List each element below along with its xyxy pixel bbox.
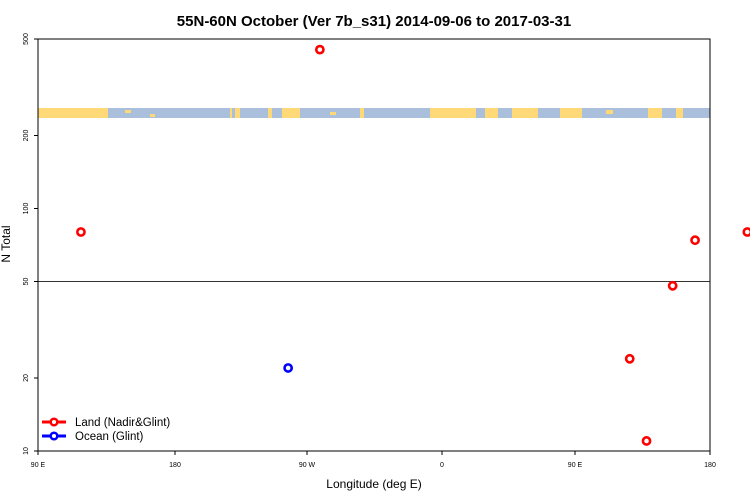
map-strip-ocean-11: [683, 108, 710, 118]
map-strip-island-5: [606, 110, 613, 114]
map-strip-ocean-7: [498, 108, 512, 118]
data-point: [690, 235, 700, 246]
x-tick-label: 90 W: [299, 462, 316, 469]
data-point: [667, 280, 678, 291]
y-axis-label: N Total: [0, 225, 13, 262]
legend-label: Ocean (Glint): [75, 431, 144, 443]
data-point: [742, 227, 750, 237]
y-tick-label: 100: [23, 203, 30, 215]
map-strip-island-3: [330, 112, 336, 115]
data-point: [624, 353, 635, 364]
map-strip-island-1: [150, 114, 155, 117]
legend-label: Land (Nadir&Glint): [75, 417, 170, 429]
x-tick-label: 180: [169, 462, 181, 469]
x-tick-label: 0: [440, 462, 444, 469]
legend-marker: [49, 417, 59, 427]
y-tick-label: 10: [23, 447, 30, 455]
data-point: [283, 363, 294, 373]
y-tick-label: 200: [23, 130, 30, 142]
chart-title: 55N-60N October (Ver 7b_s31) 2014-09-06 …: [177, 13, 571, 30]
x-tick-label: 90 E: [31, 462, 46, 469]
x-tick-label: 90 E: [568, 462, 583, 469]
map-strip-ocean-0: [108, 108, 230, 118]
legend: Land (Nadir&Glint) Ocean (Glint): [42, 417, 170, 443]
map-strip-ocean-8: [538, 108, 560, 118]
y-tick-label: 50: [23, 278, 30, 286]
map-strip-ocean-9: [582, 108, 648, 118]
map-strip-island-6: [650, 113, 655, 116]
map-strip-ocean-10: [662, 108, 676, 118]
map-strip-ocean-3: [272, 108, 282, 118]
x-tick-label: 180: [704, 462, 716, 469]
x-axis-label: Longitude (deg E): [326, 477, 421, 491]
map-strip-ocean-1: [232, 108, 235, 118]
plot-frame: [37, 38, 711, 452]
map-strip-ocean-5: [364, 108, 430, 118]
map-strip-island-4: [440, 113, 445, 116]
y-axis: 10 20 50 100 200 500: [23, 33, 38, 455]
legend-marker: [49, 431, 59, 441]
data-point: [641, 436, 652, 446]
map-strip-island-0: [125, 110, 131, 113]
map-strip: [38, 108, 710, 118]
map-strip-ocean-2: [240, 108, 268, 118]
y-tick-label: 500: [23, 33, 30, 45]
data-point: [76, 227, 86, 237]
map-strip-ocean-6: [476, 108, 485, 118]
y-tick-label: 20: [23, 374, 30, 382]
x-axis: 90 E 180 90 W 0 90 E 180: [31, 451, 716, 469]
data-points: [76, 44, 750, 446]
data-point: [314, 44, 325, 55]
map-strip-island-2: [290, 109, 298, 113]
